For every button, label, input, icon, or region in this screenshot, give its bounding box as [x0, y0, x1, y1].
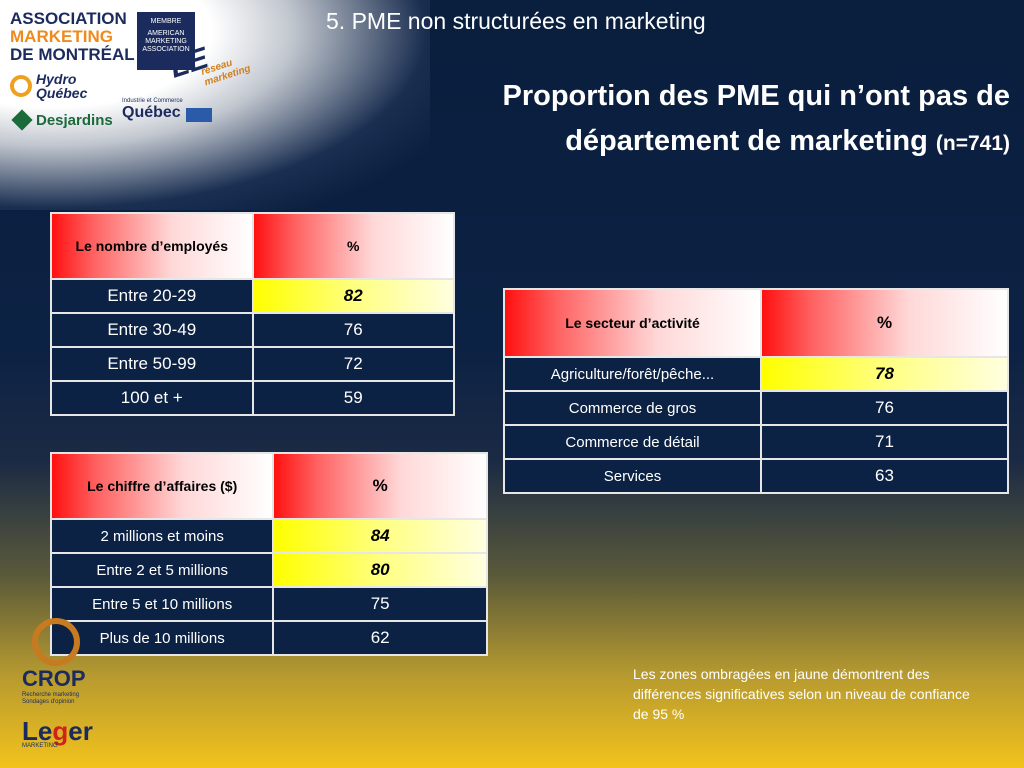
- row-label: 2 millions et moins: [49, 518, 275, 554]
- desjardins-hexagon-icon: [11, 109, 33, 131]
- association-marketing-montreal-logo: ASSOCIATION MARKETING DE MONTRÉAL: [10, 10, 135, 64]
- row-value: 59: [251, 380, 455, 416]
- revenue-header-pct: %: [272, 452, 488, 520]
- page-title: Proportion des PME qui n’ont pas de dépa…: [370, 74, 1010, 166]
- title-line2: département de marketing: [565, 125, 928, 157]
- row-label: Plus de 10 millions: [49, 620, 275, 656]
- amm-logo-line3: DE MONTRÉAL: [10, 45, 135, 64]
- row-value: 62: [272, 620, 488, 656]
- table-row: Commerce de gros 76: [502, 390, 1009, 426]
- row-label: Agriculture/forêt/pêche...: [502, 356, 763, 392]
- table-row: Entre 20-29 82: [50, 278, 455, 314]
- row-label: Entre 50-99: [50, 346, 254, 382]
- row-value: 63: [760, 458, 1009, 494]
- row-value: 75: [272, 586, 488, 622]
- table-row: Agriculture/forêt/pêche... 78: [502, 356, 1009, 392]
- row-label: Entre 30-49: [50, 312, 254, 348]
- crop-mark-icon: [32, 618, 80, 666]
- leger-logo-g: g: [52, 716, 69, 746]
- employees-table: Le nombre d’employés % Entre 20-29 82 En…: [50, 212, 455, 416]
- row-value: 84: [272, 518, 488, 554]
- row-label: Entre 2 et 5 millions: [49, 552, 275, 588]
- significance-note: Les zones ombragées en jaune démontrent …: [633, 666, 970, 722]
- row-label: Entre 20-29: [50, 278, 254, 314]
- table-row: Commerce de détail 71: [502, 424, 1009, 460]
- amm-logo-line1: ASSOCIATION: [10, 9, 127, 28]
- table-row: Entre 50-99 72: [50, 346, 455, 382]
- hydro-quebec-logo: Hydro Québec: [10, 72, 87, 100]
- row-label: 100 et +: [50, 380, 254, 416]
- table-row: 100 et + 59: [50, 380, 455, 416]
- logo-background-glow: [0, 0, 430, 210]
- crop-logo-word: CROP: [22, 666, 86, 691]
- ama-logo-text: AMERICAN MARKETING ASSOCIATION: [142, 30, 190, 53]
- row-label: Services: [502, 458, 763, 494]
- hydro-logo-line1: Hydro: [36, 71, 77, 87]
- quebec-logo-word: Québec: [122, 104, 181, 121]
- fleur-de-lis-flag-icon: [186, 108, 213, 123]
- row-label: Commerce de gros: [502, 390, 763, 426]
- table-row: Entre 30-49 76: [50, 312, 455, 348]
- sample-size: (n=741): [935, 132, 1010, 155]
- table-row: Entre 2 et 5 millions 80: [49, 552, 488, 588]
- row-value: 78: [760, 356, 1009, 392]
- table-row: Services 63: [502, 458, 1009, 494]
- row-value: 82: [251, 278, 455, 314]
- table-row: Plus de 10 millions 62: [49, 620, 488, 656]
- quebec-logo-small: Industrie et Commerce: [122, 98, 183, 104]
- row-label: Entre 5 et 10 millions: [49, 586, 275, 622]
- row-label: Commerce de détail: [502, 424, 763, 460]
- crop-logo: CROP Recherche marketing Sondages d'opin…: [22, 618, 97, 706]
- table-row: Entre 5 et 10 millions 75: [49, 586, 488, 622]
- revenue-table: Le chiffre d’affaires ($) % 2 millions e…: [49, 452, 488, 656]
- hydro-logo-text: Hydro Québec: [36, 72, 87, 100]
- ama-logo-top: MEMBRE: [150, 18, 182, 25]
- leger-logo-end: er: [68, 716, 93, 746]
- sector-header-pct: %: [760, 288, 1009, 358]
- leger-logo-start: Le: [22, 716, 53, 746]
- crop-logo-sub1: Recherche marketing: [22, 692, 80, 698]
- row-value: 80: [272, 552, 488, 588]
- row-value: 76: [251, 312, 455, 348]
- sector-header-label: Le secteur d’activité: [502, 288, 763, 358]
- title-line1: Proportion des PME qui n’ont pas de: [502, 80, 1010, 112]
- crop-logo-sub2: Sondages d'opinion: [22, 699, 75, 705]
- leger-logo-sub: MARKETING: [22, 743, 58, 749]
- desjardins-logo-text: Desjardins: [36, 111, 113, 129]
- leger-marketing-logo: Leger MARKETING: [22, 716, 93, 749]
- revenue-header-label: Le chiffre d’affaires ($): [49, 452, 275, 520]
- title-line2-wrap: département de marketing (n=741): [370, 119, 1010, 166]
- american-marketing-association-logo: MEMBRE AMERICAN MARKETING ASSOCIATION: [137, 12, 195, 70]
- row-value: 71: [760, 424, 1009, 460]
- sector-table: Le secteur d’activité % Agriculture/forê…: [502, 288, 1009, 494]
- hydro-logo-line2: Québec: [36, 85, 88, 101]
- table-row: 2 millions et moins 84: [49, 518, 488, 554]
- section-title: 5. PME non structurées en marketing: [326, 8, 706, 34]
- amm-logo-line2: MARKETING: [10, 27, 113, 46]
- employees-header-label: Le nombre d’employés: [50, 212, 254, 280]
- employees-header-pct: %: [251, 212, 455, 280]
- row-value: 76: [760, 390, 1009, 426]
- hydro-q-icon: [10, 75, 32, 97]
- row-value: 72: [251, 346, 455, 382]
- desjardins-logo: Desjardins: [11, 109, 113, 131]
- quebec-government-logo: Industrie et Commerce Québec: [122, 98, 213, 123]
